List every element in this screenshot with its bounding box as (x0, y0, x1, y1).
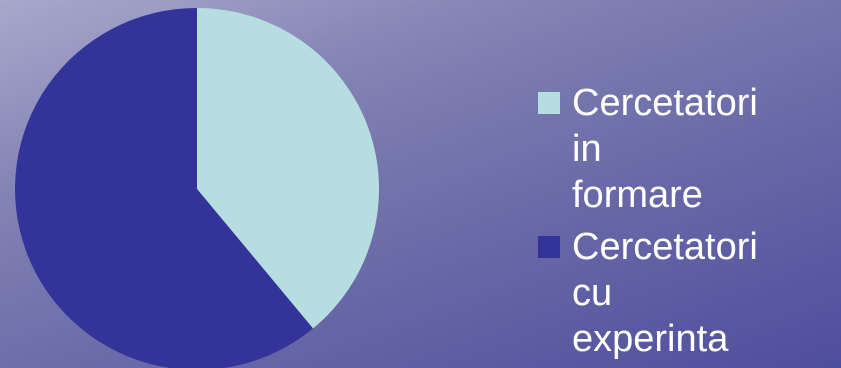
legend-swatch-experinta (538, 236, 560, 258)
legend-label-formare: Cercetatori in formare (572, 82, 758, 216)
pie-slice-experinta (15, 8, 314, 368)
legend-label-experinta: Cercetatori cu experinta (572, 226, 758, 360)
legend-item-formare: Cercetatori in formare (538, 80, 838, 218)
pie-slice-formare (197, 8, 379, 329)
legend: Cercetatori in formare Cercetatori cu ex… (538, 80, 838, 368)
legend-item-experinta: Cercetatori cu experinta (538, 224, 838, 362)
legend-swatch-formare (538, 92, 560, 114)
